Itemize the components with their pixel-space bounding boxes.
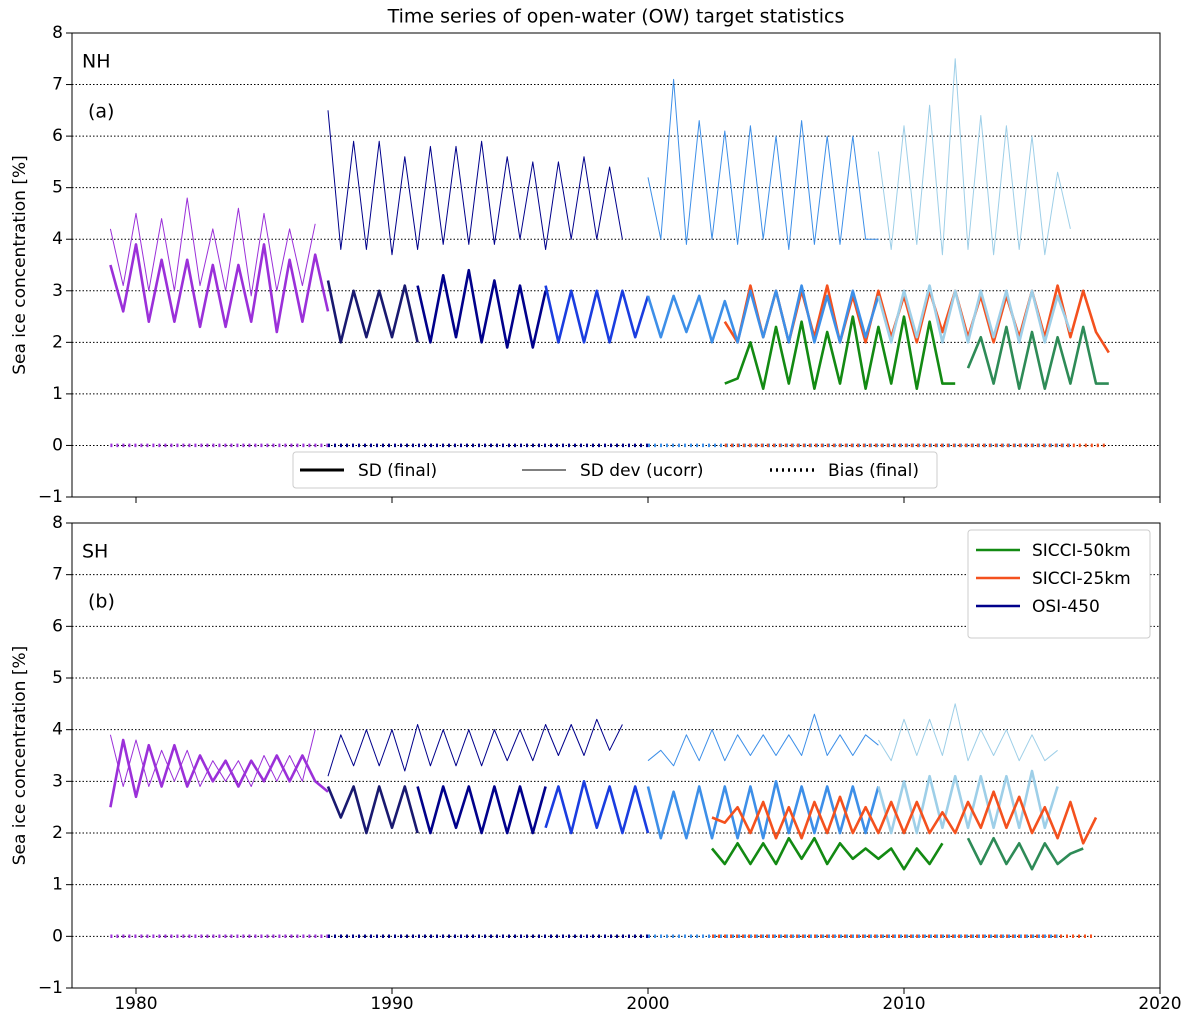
series-line <box>724 315 956 390</box>
y-tick-label: 2 <box>52 332 63 352</box>
legend-label: OSI-450 <box>1032 597 1100 617</box>
series-line <box>646 780 880 840</box>
series-line <box>416 268 547 349</box>
x-tick-label: 2020 <box>1138 994 1181 1014</box>
legend-label: SD dev (ucorr) <box>580 461 703 481</box>
x-tick-label: 1990 <box>370 994 413 1014</box>
series-line <box>647 78 879 250</box>
chart-title: Time series of open-water (OW) target st… <box>387 6 845 28</box>
y-tick-label: 0 <box>52 435 63 455</box>
y-tick-label: 3 <box>52 281 63 301</box>
series-line <box>646 284 880 344</box>
series-line <box>327 718 623 777</box>
y-tick-label: −1 <box>38 978 63 998</box>
series-line <box>710 836 944 871</box>
series-line <box>544 285 650 344</box>
x-tick-label: 1980 <box>114 994 157 1014</box>
series-line <box>877 769 1059 835</box>
x-tick-label: 2010 <box>882 994 925 1014</box>
series-line <box>109 729 316 787</box>
y-tick-label: 1 <box>52 875 63 895</box>
series-line <box>711 790 1098 845</box>
y-tick-label: 3 <box>52 771 63 791</box>
legend-label: SICCI-25km <box>1032 569 1131 589</box>
y-axis-label: Sea ice concentration [%] <box>10 646 30 866</box>
series-line <box>966 325 1109 390</box>
series-line <box>877 284 1072 344</box>
plot-frame <box>71 32 1161 498</box>
y-tick-label: 5 <box>52 668 63 688</box>
series-line <box>544 780 650 835</box>
y-tick-label: 4 <box>52 229 63 249</box>
y-axis-label: Sea ice concentration [%] <box>10 155 30 375</box>
legend-label: SD (final) <box>358 461 437 481</box>
legend-label: Bias (final) <box>828 461 919 481</box>
plot-frame <box>71 522 1161 989</box>
y-tick-label: 0 <box>52 926 63 946</box>
series-line <box>109 243 330 334</box>
y-tick-label: 5 <box>52 178 63 198</box>
series-line <box>877 703 1058 762</box>
legend-box <box>292 451 938 489</box>
y-tick-label: −1 <box>38 487 63 507</box>
series-line <box>326 280 419 344</box>
y-tick-label: 6 <box>52 126 63 146</box>
series-line <box>966 836 1084 871</box>
y-tick-label: 8 <box>52 513 63 533</box>
legend-box <box>967 529 1151 639</box>
legend-label: SICCI-50km <box>1032 541 1131 561</box>
y-tick-label: 7 <box>52 565 63 585</box>
y-tick-label: 4 <box>52 720 63 740</box>
subplot-label: (a) <box>88 101 114 123</box>
x-tick-label: 2000 <box>626 994 669 1014</box>
y-tick-label: 6 <box>52 616 63 636</box>
y-tick-label: 8 <box>52 23 63 43</box>
series-line <box>877 58 1071 256</box>
series-line <box>327 110 623 256</box>
y-tick-label: 7 <box>52 75 63 95</box>
subplot-label: (b) <box>88 591 115 613</box>
y-tick-label: 2 <box>52 823 63 843</box>
series-line <box>647 713 879 767</box>
series-line <box>416 785 547 835</box>
y-tick-label: 1 <box>52 384 63 404</box>
series-line <box>109 738 329 808</box>
series-line <box>109 197 316 297</box>
panel-label: SH <box>82 541 108 563</box>
panel-label: NH <box>82 51 111 73</box>
series-line <box>326 785 419 835</box>
